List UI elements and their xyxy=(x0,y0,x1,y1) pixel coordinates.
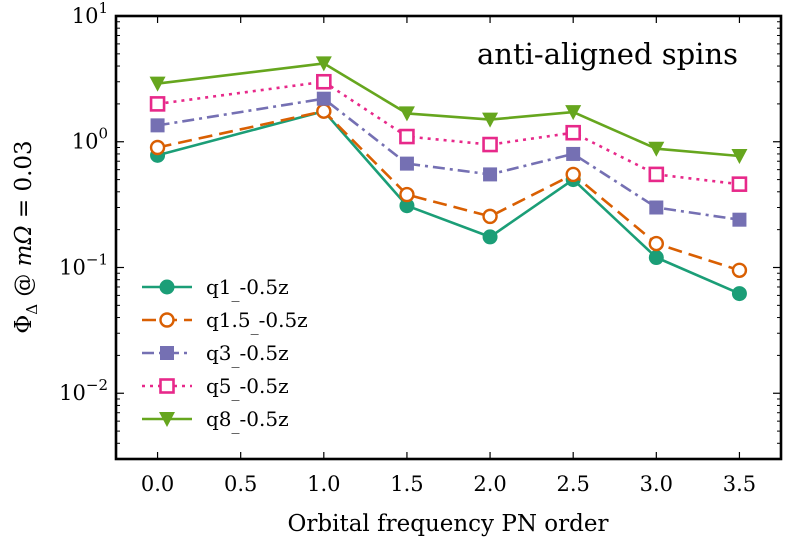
data-point xyxy=(731,286,747,302)
data-point xyxy=(732,212,747,227)
data-point xyxy=(399,186,415,203)
x-tick-label: 3.0 xyxy=(640,472,673,496)
series-q1.5 xyxy=(149,103,748,279)
data-point xyxy=(483,167,498,182)
data-point xyxy=(149,76,166,92)
data-point xyxy=(565,105,582,121)
data-point xyxy=(399,128,415,145)
data-point xyxy=(316,73,332,90)
data-point xyxy=(649,200,664,215)
legend-label: q3_-0.5z xyxy=(206,341,289,368)
data-point xyxy=(482,112,499,128)
data-point xyxy=(648,166,665,183)
y-axis-label: ΦΔ @ mΩ = 0.03 xyxy=(11,140,41,333)
x-axis-label: Orbital frequency PN order xyxy=(288,511,609,537)
legend-label: q1.5_-0.5z xyxy=(206,308,308,335)
series-q3 xyxy=(150,91,747,227)
data-point xyxy=(731,176,748,192)
x-tick-label: 2.5 xyxy=(556,472,589,496)
legend-item: q3_-0.5z xyxy=(142,341,289,368)
legend-marker xyxy=(159,279,175,295)
series-q5 xyxy=(149,73,748,192)
data-point xyxy=(482,136,498,153)
data-point xyxy=(731,262,748,279)
data-point xyxy=(399,156,414,171)
x-tick-label: 3.5 xyxy=(723,472,756,496)
x-tick-label: 2.0 xyxy=(473,472,506,496)
legend-item: q5_-0.5z xyxy=(142,374,289,401)
legend: q1_-0.5z q1.5_-0.5z q3_-0.5z q5_-0.5z q8_-0.… xyxy=(142,275,308,434)
data-point xyxy=(150,118,165,133)
y-tick-label: 10−1 xyxy=(59,250,108,279)
legend-label: q5_-0.5z xyxy=(206,374,289,401)
legend-item: q1_-0.5z xyxy=(142,275,289,302)
legend-marker xyxy=(159,412,175,427)
x-tick-label: 1.0 xyxy=(307,472,340,496)
data-point xyxy=(566,146,581,161)
y-tick-label: 10−2 xyxy=(59,376,108,405)
chart-annotation: anti-aligned spins xyxy=(477,37,738,71)
data-point xyxy=(149,139,166,156)
data-point xyxy=(398,106,415,122)
data-point xyxy=(731,149,748,165)
data-point xyxy=(565,166,581,183)
y-tick-label: 100 xyxy=(72,125,108,154)
x-tick-label: 1.5 xyxy=(390,472,423,496)
series-q8 xyxy=(149,56,748,165)
data-point xyxy=(316,103,332,119)
legend-marker xyxy=(159,378,175,394)
data-point xyxy=(315,56,332,72)
data-point xyxy=(648,250,664,266)
svg-text:ΦΔ @ mΩ = 0.03: ΦΔ @ mΩ = 0.03 xyxy=(11,140,41,333)
data-point xyxy=(648,235,665,252)
legend-label: q1_-0.5z xyxy=(206,275,289,302)
legend-marker xyxy=(159,312,175,328)
data-point xyxy=(149,96,166,112)
plot-frame xyxy=(114,14,783,461)
legend-item: q1.5_-0.5z xyxy=(142,308,308,335)
data-point xyxy=(565,124,581,141)
data-point xyxy=(482,208,498,225)
legend-item: q8_-0.5z xyxy=(142,407,289,434)
data-point xyxy=(648,141,665,157)
legend-marker xyxy=(160,346,174,360)
x-tick-label: 0.5 xyxy=(224,472,257,496)
data-point xyxy=(316,91,331,106)
x-tick-label: 0.0 xyxy=(141,472,174,496)
data-point xyxy=(482,229,498,245)
y-tick-label: 101 xyxy=(72,0,108,28)
legend-label: q8_-0.5z xyxy=(206,407,289,434)
